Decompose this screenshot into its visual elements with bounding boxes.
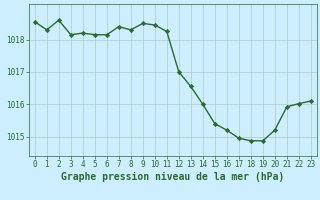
X-axis label: Graphe pression niveau de la mer (hPa): Graphe pression niveau de la mer (hPa) [61, 172, 284, 182]
